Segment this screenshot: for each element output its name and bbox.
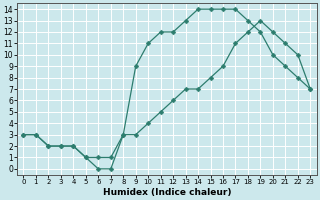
- X-axis label: Humidex (Indice chaleur): Humidex (Indice chaleur): [103, 188, 231, 197]
